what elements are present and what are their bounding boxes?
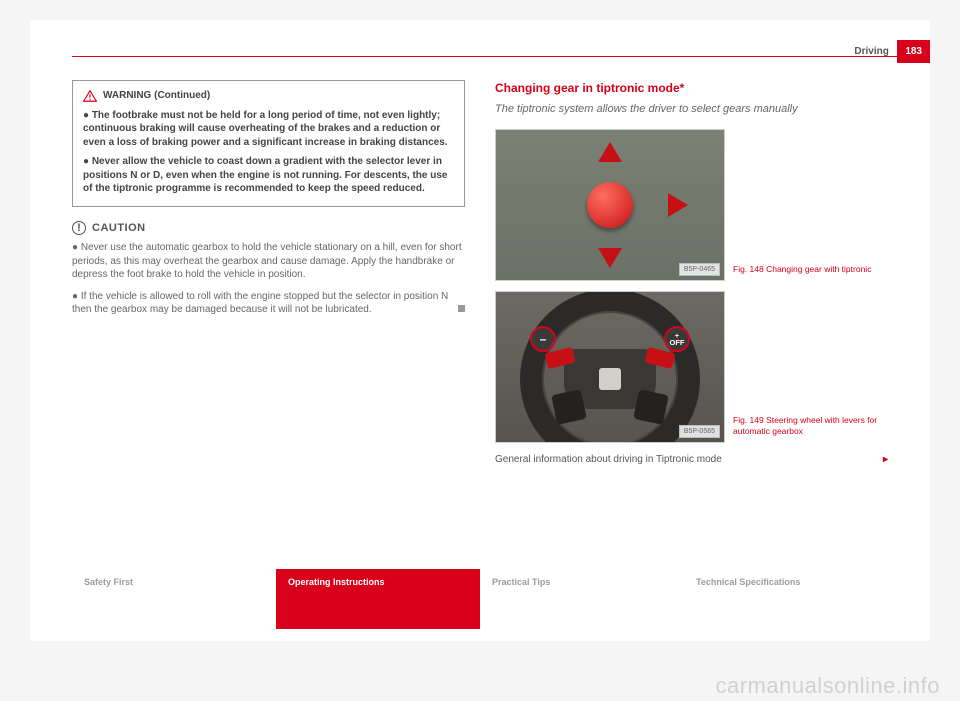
bottom-tab-bar: Safety First Operating Instructions Prac… — [72, 569, 888, 629]
figure-148-image: B5P-0465 — [495, 129, 725, 281]
header-rule — [72, 56, 930, 57]
right-column: Changing gear in tiptronic mode* The tip… — [495, 80, 888, 641]
subhead-tiptronic: The tiptronic system allows the driver t… — [495, 102, 888, 117]
heading-tiptronic: Changing gear in tiptronic mode* — [495, 80, 888, 96]
warning-bullet: Never allow the vehicle to coast down a … — [83, 155, 454, 196]
continue-chevron-icon: ▸ — [883, 453, 888, 467]
caution-circle-icon: ! — [72, 221, 86, 235]
warning-bullet: The footbrake must not be held for a lon… — [83, 109, 454, 150]
warning-title-row: WARNING (Continued) — [83, 89, 454, 103]
figure-tag: B5P-0465 — [679, 263, 720, 276]
tab-technical[interactable]: Technical Specifications — [684, 569, 888, 629]
general-info-text: General information about driving in Tip… — [495, 453, 722, 467]
content-columns: WARNING (Continued) The footbrake must n… — [72, 80, 888, 641]
wheel-buttons-right-icon — [633, 389, 669, 425]
lever-left-callout: – — [530, 326, 556, 352]
caution-bullet-text: If the vehicle is allowed to roll with t… — [72, 291, 448, 316]
gear-knob-icon — [587, 182, 633, 228]
caution-label: CAUTION — [92, 221, 146, 236]
left-column: WARNING (Continued) The footbrake must n… — [72, 80, 465, 641]
lever-right-callout: + OFF — [664, 326, 690, 352]
caution-bullet: If the vehicle is allowed to roll with t… — [72, 290, 465, 317]
tab-safety[interactable]: Safety First — [72, 569, 276, 629]
lever-right-sign: + OFF — [666, 328, 688, 350]
arrow-down-icon — [598, 248, 622, 268]
page: Driving 183 WARNING (Continued) The foot… — [30, 20, 930, 641]
figure-149-image: – + OFF B5P-0565 — [495, 291, 725, 443]
warning-title: WARNING (Continued) — [103, 89, 210, 103]
arrow-right-icon — [668, 193, 688, 217]
lever-left-sign: – — [532, 328, 554, 350]
warning-triangle-icon — [83, 90, 97, 102]
figure-149-row: – + OFF B5P-0565 Fig. 149 Steering wheel… — [495, 291, 888, 443]
page-header: Driving 183 — [854, 40, 930, 63]
figure-tag: B5P-0565 — [679, 425, 720, 438]
arrow-up-icon — [598, 142, 622, 162]
wheel-buttons-left-icon — [551, 389, 587, 425]
caution-bullet: Never use the automatic gearbox to hold … — [72, 241, 465, 282]
wheel-logo-icon — [599, 368, 621, 390]
tab-operating-active[interactable]: Operating Instructions — [276, 569, 480, 629]
figure-148-caption: Fig. 148 Changing gear with tiptronic — [733, 264, 888, 281]
page-number-badge: 183 — [897, 40, 930, 63]
watermark: carmanualsonline.info — [715, 673, 940, 699]
general-info-row: General information about driving in Tip… — [495, 453, 888, 467]
section-end-icon — [458, 305, 465, 312]
figure-148-row: B5P-0465 Fig. 148 Changing gear with tip… — [495, 129, 888, 281]
warning-box: WARNING (Continued) The footbrake must n… — [72, 80, 465, 207]
caution-header: ! CAUTION — [72, 221, 465, 236]
tab-practical[interactable]: Practical Tips — [480, 569, 684, 629]
figure-149-caption: Fig. 149 Steering wheel with levers for … — [733, 415, 888, 443]
